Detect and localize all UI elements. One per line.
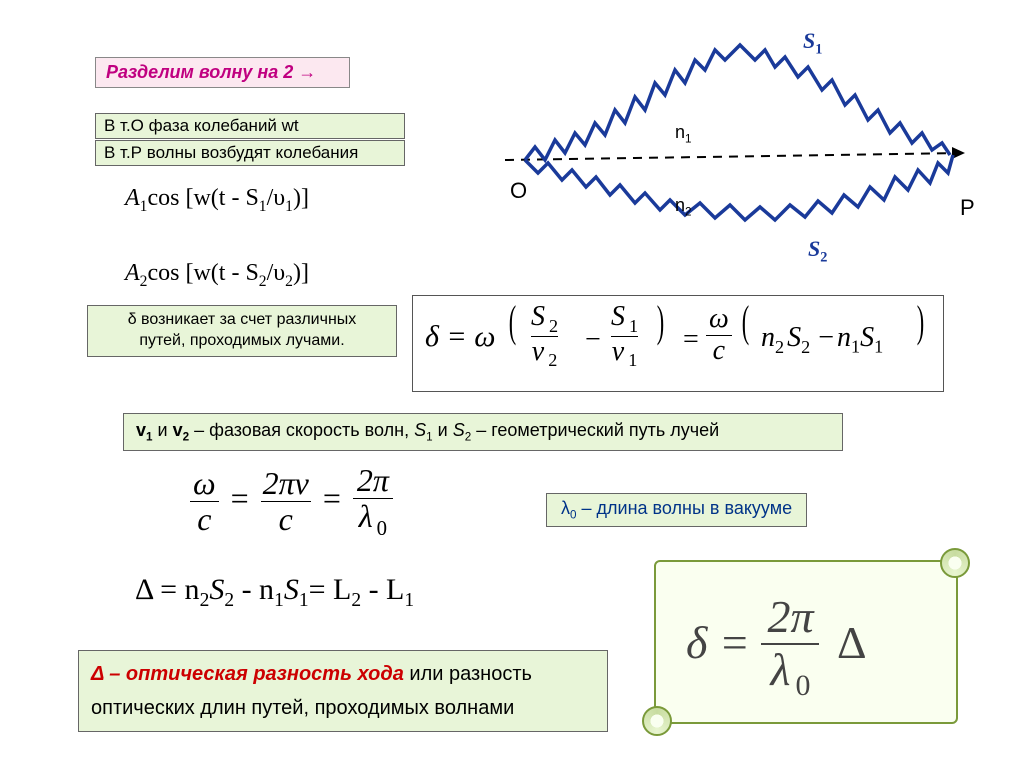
big-delta-equation: δ = ω ( S2 v2 − S1 v1 ) = ω c ( n2S2−n1S… [412, 295, 944, 392]
label-s2: S2 [808, 236, 827, 266]
title-box: Разделим волну на 2 → [95, 57, 350, 88]
label-s1: S1 [803, 28, 822, 58]
phase-line-2: В т.Р волны возбудят колебания [95, 140, 405, 166]
omega-c-formula: ωc = 2πνc = 2πλ0 [190, 463, 393, 540]
label-o: О [510, 178, 527, 204]
text: В т.Р волны возбудят колебания [104, 143, 358, 162]
label-n2: n2 [675, 195, 692, 219]
text-l1: δ возникает за счет различных [128, 311, 357, 328]
lambda-note: λ0 – длина волны в вакууме [546, 493, 807, 527]
formula-a1: A1cos [w(t - S1/υ1)] [125, 185, 309, 216]
text-l2: путей, проходимых лучами. [139, 332, 344, 349]
text: В т.О фаза колебаний wt [104, 116, 299, 135]
wave-diagram [490, 25, 980, 265]
phase-velocity-note: v1 и v2 – фазовая скорость волн, S1 и S2… [123, 413, 843, 451]
optical-path-note: Δ – оптическая разность хода или разност… [78, 650, 608, 732]
scroll-formula-box: δ = 2π λ0 Δ [654, 560, 958, 724]
formula-a2: A2cos [w(t - S2/υ2)] [125, 260, 309, 291]
delta-path-equation: Δ = n2S2 - n1S1= L2 - L1 [135, 573, 414, 612]
label-p: Р [960, 195, 975, 221]
phase-line-1: В т.О фаза колебаний wt [95, 113, 405, 139]
label-n1: n1 [675, 122, 692, 146]
delta-note: δ возникает за счет различных путей, про… [87, 305, 397, 357]
